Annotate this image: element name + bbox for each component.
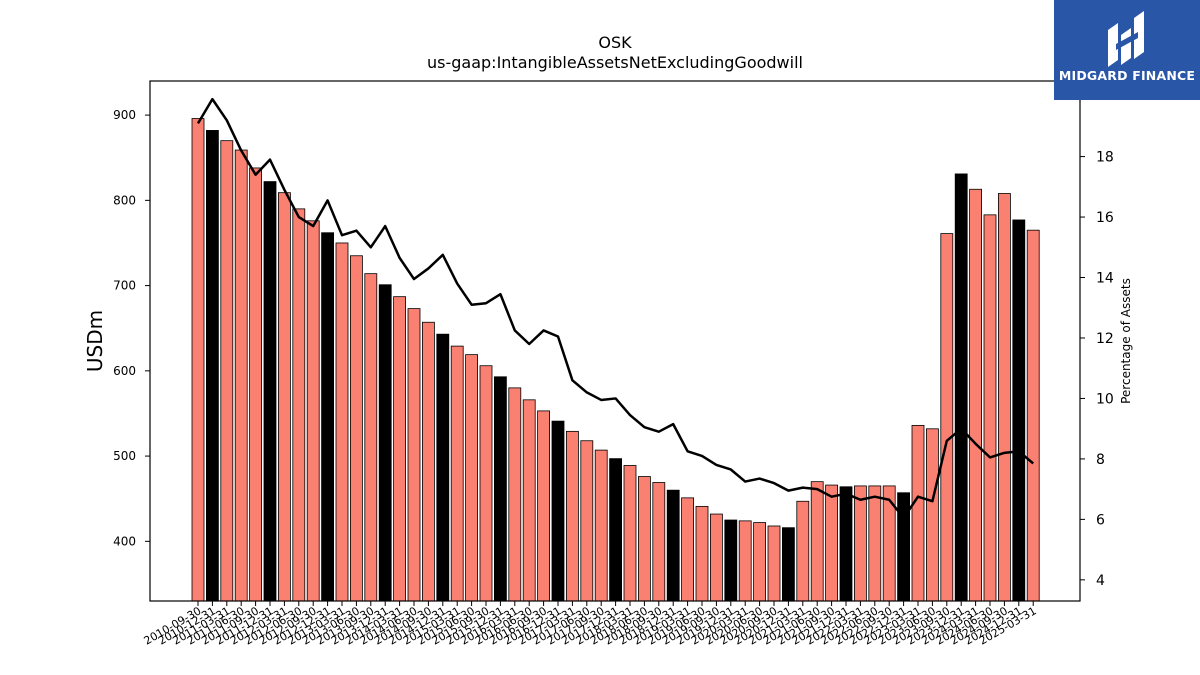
bar-2019-12-31 [724, 519, 738, 602]
y2-axis-label: Percentage of Assets [1119, 278, 1133, 404]
bar-group [191, 118, 1040, 602]
y2-tick-label: 16 [1096, 210, 1114, 226]
bar-2015-03-31 [450, 345, 464, 602]
bar-2013-12-31 [378, 284, 392, 602]
y-tick-label: 600 [113, 364, 136, 378]
bar-2017-03-31 [566, 430, 579, 602]
bar-2019-09-30 [710, 513, 723, 602]
bar-2015-09-30 [479, 365, 493, 602]
bar-2024-12-31 [1012, 219, 1026, 602]
brand-logo: MIDGARD FINANCE [1054, 0, 1200, 100]
bar-2010-09-30 [191, 118, 205, 602]
bar-2019-03-31 [681, 497, 694, 602]
midgard-logo-icon [1108, 11, 1144, 67]
axes: 40050060070080090046810121416182010-09-3… [113, 108, 1114, 647]
bar-2021-12-31 [839, 486, 853, 602]
bar-2013-06-30 [349, 255, 363, 602]
y-tick-label: 400 [113, 534, 136, 548]
y-tick-label: 800 [113, 193, 136, 207]
y-axis-label: USDm [83, 310, 107, 372]
bar-2024-06-30 [983, 214, 997, 602]
bar-2018-12-31 [666, 489, 680, 602]
bar-2018-09-30 [652, 482, 666, 602]
bar-2017-09-30 [594, 449, 608, 602]
bar-2016-12-31 [551, 420, 565, 602]
bar-2016-06-30 [522, 399, 536, 602]
chart-title: OSK [598, 33, 632, 52]
y-tick-label: 700 [113, 279, 136, 293]
bar-2021-09-30 [825, 484, 838, 602]
plot-frame [149, 80, 1081, 602]
bar-2024-09-30 [998, 193, 1011, 602]
y2-tick-label: 14 [1096, 271, 1114, 287]
bar-2020-03-31 [738, 520, 752, 602]
y2-tick-label: 6 [1096, 512, 1105, 528]
y2-tick-label: 12 [1096, 331, 1114, 347]
bar-2022-12-31 [897, 492, 910, 602]
bar-2018-03-31 [623, 465, 637, 602]
bar-2014-03-31 [393, 296, 407, 602]
brand-name: MIDGARD FINANCE [1058, 68, 1196, 83]
bar-2024-03-31 [969, 188, 982, 602]
bar-2014-12-31 [436, 333, 450, 602]
bar-2013-09-30 [364, 273, 378, 602]
y2-tick-label: 10 [1096, 391, 1114, 407]
bar-2014-09-30 [421, 321, 435, 602]
bar-2020-12-31 [782, 527, 795, 602]
y-tick-label: 900 [113, 108, 136, 122]
bar-2011-09-30 [249, 167, 263, 602]
bar-2017-12-31 [609, 458, 622, 602]
bar-2010-12-31 [205, 130, 219, 602]
bar-2011-12-31 [263, 181, 277, 602]
bar-2021-03-31 [796, 500, 810, 602]
bar-2013-03-31 [335, 242, 349, 602]
bar-2015-12-31 [493, 376, 507, 602]
bar-2015-06-30 [465, 354, 479, 602]
bar-2025-03-31 [1026, 229, 1040, 602]
y2-tick-label: 18 [1096, 150, 1114, 166]
bar-2012-06-30 [292, 208, 306, 602]
chart-subtitle: us-gaap:IntangibleAssetsNetExcludingGood… [427, 53, 803, 72]
y2-tick-label: 8 [1096, 452, 1105, 468]
bar-2022-06-30 [868, 485, 882, 602]
bar-2017-06-30 [580, 440, 594, 602]
bar-2012-09-30 [306, 220, 320, 602]
bar-2021-06-30 [810, 481, 824, 602]
bar-2023-06-30 [926, 428, 939, 602]
bar-2023-09-30 [940, 233, 954, 602]
bar-2016-03-31 [508, 387, 522, 602]
percentage-of-assets-line [196, 97, 1035, 520]
y-tick-label: 500 [113, 449, 136, 463]
bar-2019-06-30 [695, 505, 709, 602]
bar-2012-12-31 [321, 232, 335, 602]
bar-2012-03-31 [277, 192, 291, 602]
bar-2011-03-31 [220, 140, 234, 602]
bar-2011-06-30 [234, 149, 248, 602]
line-group [196, 97, 1035, 520]
bar-2020-06-30 [753, 522, 766, 602]
bar-2023-12-31 [954, 173, 968, 602]
bar-2018-06-30 [638, 476, 651, 602]
bar-2016-09-30 [537, 410, 550, 602]
bar-2020-09-30 [767, 525, 781, 602]
bar-2014-06-30 [407, 308, 421, 602]
y2-tick-label: 4 [1096, 573, 1105, 589]
bar-2022-03-31 [854, 485, 867, 602]
bar-2023-03-31 [911, 424, 925, 602]
